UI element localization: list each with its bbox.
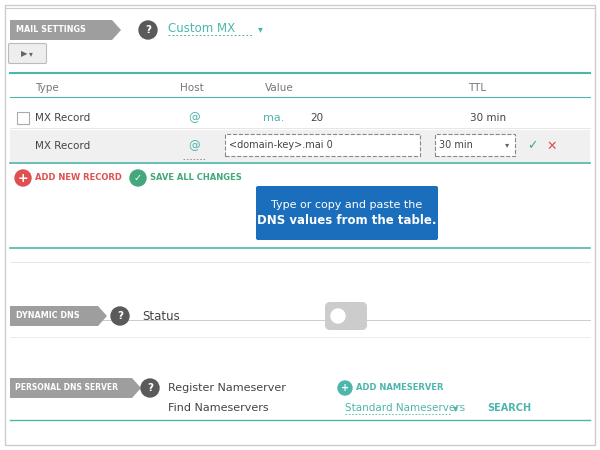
- Text: Register Nameserver: Register Nameserver: [168, 383, 286, 393]
- Text: ADD NAMESERVER: ADD NAMESERVER: [356, 383, 443, 392]
- Text: ?: ?: [145, 25, 151, 35]
- Text: ▾: ▾: [258, 24, 263, 34]
- Text: +: +: [341, 383, 349, 393]
- Circle shape: [130, 170, 146, 186]
- Polygon shape: [323, 196, 347, 209]
- Text: +: +: [17, 171, 28, 184]
- Text: ▾: ▾: [29, 50, 33, 58]
- Text: MX Record: MX Record: [35, 113, 90, 123]
- FancyBboxPatch shape: [256, 186, 438, 240]
- Text: Type or copy and paste the: Type or copy and paste the: [271, 201, 422, 211]
- Text: Find Nameservers: Find Nameservers: [168, 403, 269, 413]
- Text: ▶: ▶: [21, 50, 28, 58]
- Circle shape: [141, 379, 159, 397]
- Text: @: @: [188, 140, 200, 153]
- Circle shape: [338, 381, 352, 395]
- FancyBboxPatch shape: [10, 20, 112, 40]
- Text: Type: Type: [35, 83, 59, 93]
- Text: @: @: [188, 112, 200, 125]
- Text: MAIL SETTINGS: MAIL SETTINGS: [16, 26, 86, 35]
- Circle shape: [139, 21, 157, 39]
- Text: Value: Value: [265, 83, 294, 93]
- Text: SEARCH: SEARCH: [487, 403, 531, 413]
- Text: Host: Host: [180, 83, 204, 93]
- Text: 30 min: 30 min: [470, 113, 506, 123]
- Text: Status: Status: [142, 310, 180, 323]
- Text: PERSONAL DNS SERVER: PERSONAL DNS SERVER: [15, 383, 118, 392]
- Text: ✓: ✓: [134, 173, 142, 183]
- Text: TTL: TTL: [468, 83, 486, 93]
- Text: ?: ?: [147, 383, 153, 393]
- Text: ?: ?: [117, 311, 123, 321]
- Text: SAVE ALL CHANGES: SAVE ALL CHANGES: [150, 174, 242, 183]
- FancyBboxPatch shape: [225, 134, 420, 156]
- Text: ▾: ▾: [505, 140, 509, 149]
- FancyBboxPatch shape: [10, 378, 132, 398]
- Text: Standard Nameservers: Standard Nameservers: [345, 403, 465, 413]
- Polygon shape: [98, 306, 107, 326]
- Text: ✕: ✕: [546, 140, 557, 153]
- FancyBboxPatch shape: [17, 112, 29, 124]
- Text: 30 min: 30 min: [439, 140, 473, 150]
- Text: <domain-key>.mai 0: <domain-key>.mai 0: [229, 140, 333, 150]
- Text: 20: 20: [310, 113, 323, 123]
- Circle shape: [15, 170, 31, 186]
- FancyBboxPatch shape: [5, 5, 595, 445]
- FancyBboxPatch shape: [325, 302, 367, 330]
- Text: ADD NEW RECORD: ADD NEW RECORD: [35, 174, 122, 183]
- Text: DNS values from the table.: DNS values from the table.: [257, 214, 437, 227]
- Polygon shape: [112, 20, 121, 40]
- FancyBboxPatch shape: [435, 134, 515, 156]
- Circle shape: [331, 309, 345, 323]
- FancyBboxPatch shape: [8, 44, 47, 63]
- FancyBboxPatch shape: [10, 306, 98, 326]
- Circle shape: [111, 307, 129, 325]
- Text: MX Record: MX Record: [35, 141, 90, 151]
- Text: ma.: ma.: [263, 113, 284, 123]
- Text: ▾: ▾: [453, 403, 458, 413]
- Text: Custom MX: Custom MX: [168, 22, 235, 36]
- Text: ✓: ✓: [527, 140, 538, 153]
- Text: DYNAMIC DNS: DYNAMIC DNS: [16, 311, 80, 320]
- FancyBboxPatch shape: [10, 130, 590, 163]
- Polygon shape: [132, 378, 141, 398]
